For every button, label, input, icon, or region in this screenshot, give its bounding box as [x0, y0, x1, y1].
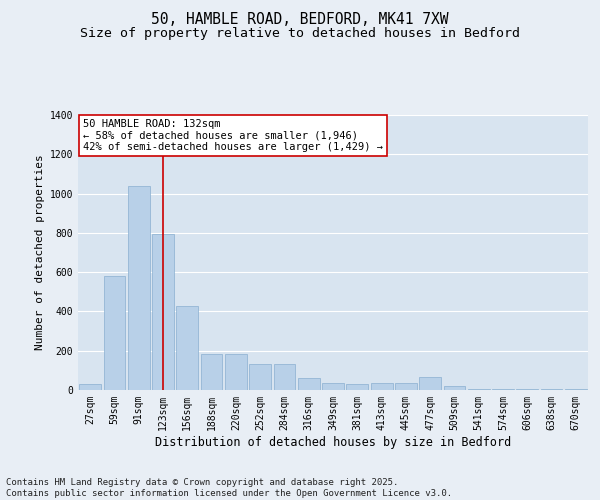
Bar [200, 354, 223, 390]
Text: 50 HAMBLE ROAD: 132sqm
← 58% of detached houses are smaller (1,946)
42% of semi-: 50 HAMBLE ROAD: 132sqm ← 58% of detached… [83, 119, 383, 152]
Bar [565, 389, 587, 390]
Bar [128, 186, 149, 390]
Bar [541, 389, 562, 390]
Bar [79, 384, 101, 390]
Bar [104, 276, 125, 390]
Bar [249, 364, 271, 390]
Bar [274, 364, 295, 390]
Bar [346, 384, 368, 390]
Bar [322, 383, 344, 390]
X-axis label: Distribution of detached houses by size in Bedford: Distribution of detached houses by size … [155, 436, 511, 448]
Text: 50, HAMBLE ROAD, BEDFORD, MK41 7XW: 50, HAMBLE ROAD, BEDFORD, MK41 7XW [151, 12, 449, 28]
Y-axis label: Number of detached properties: Number of detached properties [35, 154, 46, 350]
Bar [298, 378, 320, 390]
Bar [225, 354, 247, 390]
Text: Size of property relative to detached houses in Bedford: Size of property relative to detached ho… [80, 28, 520, 40]
Bar [176, 306, 198, 390]
Bar [419, 377, 441, 390]
Bar [395, 383, 417, 390]
Bar [152, 234, 174, 390]
Bar [468, 389, 490, 390]
Bar [517, 389, 538, 390]
Text: Contains HM Land Registry data © Crown copyright and database right 2025.
Contai: Contains HM Land Registry data © Crown c… [6, 478, 452, 498]
Bar [492, 389, 514, 390]
Bar [371, 383, 392, 390]
Bar [443, 386, 466, 390]
